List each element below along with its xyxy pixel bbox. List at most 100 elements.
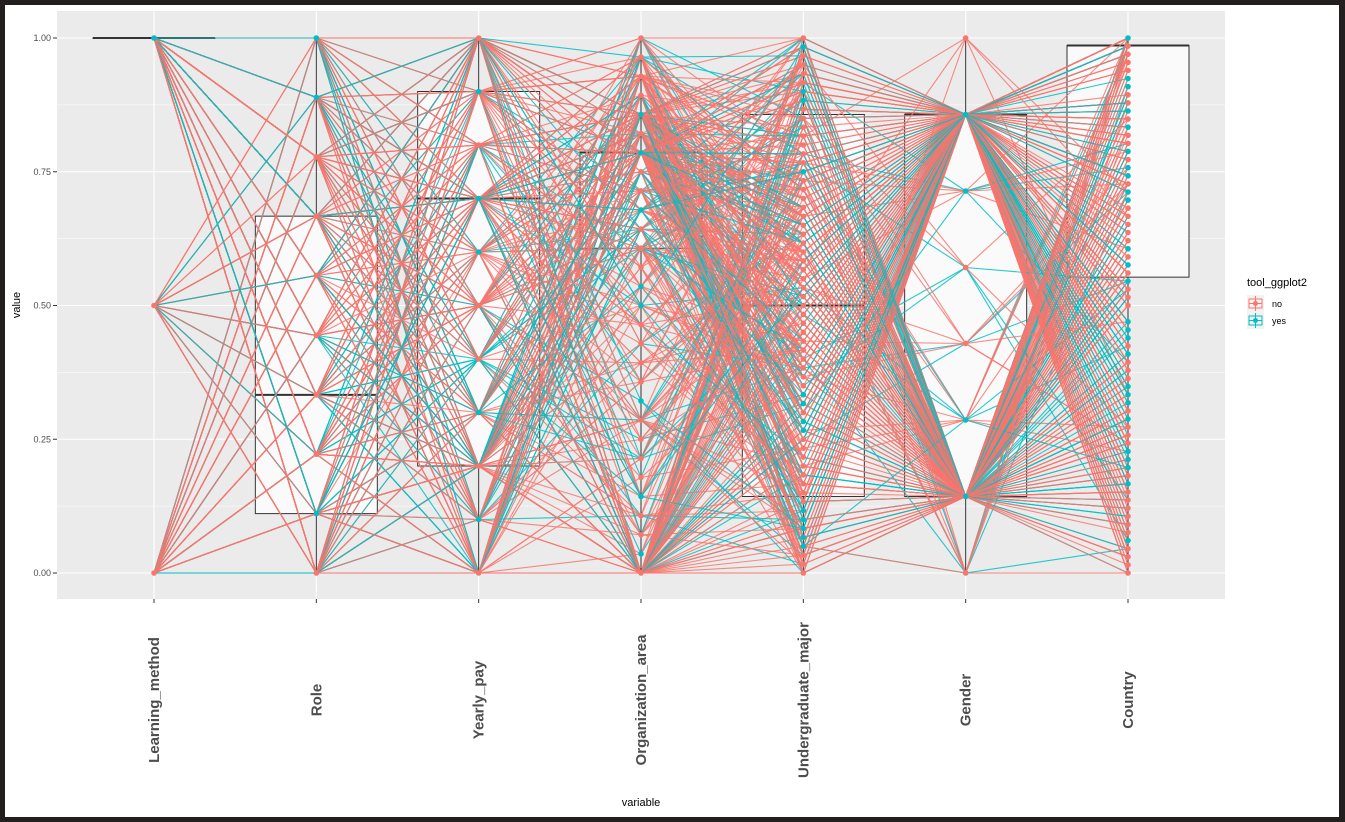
- data-point-no: [638, 168, 644, 175]
- x-tick-label: Undergraduate_major: [795, 622, 812, 778]
- data-point-yes: [1125, 197, 1131, 203]
- data-point-no: [151, 570, 157, 576]
- data-point-no: [800, 151, 807, 157]
- data-point-yes: [1125, 416, 1131, 422]
- data-point-yes: [1125, 327, 1131, 333]
- data-point-no: [638, 340, 644, 347]
- data-point-no: [800, 204, 807, 211]
- y-axis: 0.00 0.25 0.50 0.75 1.00: [33, 33, 57, 578]
- data-point-yes: [800, 44, 807, 50]
- data-point-no: [313, 570, 320, 576]
- data-point-no: [1125, 545, 1131, 552]
- data-point-yes: [1125, 189, 1131, 195]
- data-point-no: [1125, 513, 1131, 520]
- data-point-no: [638, 512, 644, 519]
- data-point-yes: [800, 168, 807, 175]
- y-tick-label: 0.25: [33, 434, 51, 444]
- data-point-no: [800, 142, 807, 148]
- data-point-no: [962, 340, 969, 347]
- data-point-no: [475, 142, 482, 148]
- data-point-yes: [638, 207, 644, 213]
- data-point-no: [800, 302, 807, 309]
- data-point-no: [313, 332, 320, 339]
- data-point-no: [800, 222, 807, 229]
- data-point-no: [800, 240, 807, 246]
- data-point-no: [800, 481, 807, 487]
- data-point-no: [1125, 67, 1131, 74]
- data-point-no: [638, 226, 644, 232]
- data-point-yes: [1125, 383, 1131, 390]
- data-point-no: [1125, 440, 1131, 447]
- data-point-no: [638, 532, 644, 538]
- x-axis-title: variable: [622, 797, 661, 809]
- data-point-no: [1125, 553, 1131, 560]
- data-point-no: [800, 133, 807, 139]
- data-point-no: [475, 570, 482, 576]
- data-point-yes: [800, 525, 807, 532]
- data-point-no: [1125, 156, 1131, 163]
- legend: tool_ggplot2 no yes: [1247, 277, 1307, 329]
- data-point-no: [800, 329, 807, 336]
- data-point-no: [800, 195, 807, 202]
- data-point-no: [638, 130, 644, 137]
- data-point-yes: [1125, 262, 1131, 268]
- x-tick-label: Yearly_pay: [471, 660, 488, 739]
- data-point-yes: [962, 188, 969, 194]
- legend-label: yes: [1272, 316, 1287, 326]
- data-point-no: [800, 275, 807, 282]
- data-point-no: [1125, 489, 1131, 495]
- data-point-yes: [638, 493, 644, 500]
- data-point-yes: [800, 427, 807, 434]
- data-point-yes: [475, 409, 482, 416]
- data-point-yes: [1125, 75, 1131, 82]
- data-point-no: [800, 61, 807, 68]
- data-point-no: [1125, 432, 1131, 438]
- data-point-no: [638, 245, 644, 252]
- data-point-yes: [800, 516, 807, 523]
- data-point-no: [1125, 472, 1131, 479]
- data-point-no: [475, 356, 482, 362]
- data-point-no: [800, 293, 807, 300]
- data-point-yes: [1125, 278, 1131, 284]
- boxplot-Role: [254, 38, 378, 573]
- data-point-no: [1125, 181, 1131, 187]
- data-point-yes: [1125, 83, 1131, 90]
- data-point-yes: [1125, 391, 1131, 398]
- data-point-no: [151, 302, 157, 309]
- data-point-yes: [151, 35, 157, 41]
- data-point-yes: [1125, 351, 1131, 357]
- data-point-yes: [475, 88, 482, 95]
- data-point-no: [1125, 237, 1131, 244]
- data-point-yes: [475, 195, 482, 202]
- data-point-yes: [962, 417, 969, 423]
- data-point-no: [313, 451, 320, 458]
- data-point-no: [800, 570, 807, 576]
- data-point-no: [638, 321, 644, 328]
- data-point-no: [638, 474, 644, 481]
- data-point-yes: [1125, 173, 1131, 179]
- y-tick-label: 0.75: [33, 167, 51, 177]
- data-point-no: [800, 463, 807, 469]
- x-tick-label: Gender: [958, 674, 975, 727]
- legend-key-point-icon: [1253, 318, 1258, 323]
- data-point-no: [800, 347, 807, 353]
- data-point-no: [800, 35, 807, 41]
- data-point-no: [638, 359, 644, 366]
- data-point-no: [1125, 91, 1131, 98]
- data-point-no: [1125, 286, 1131, 293]
- data-point-no: [638, 54, 644, 60]
- data-point-no: [1125, 359, 1131, 366]
- data-point-no: [638, 188, 644, 194]
- data-point-no: [800, 70, 807, 77]
- data-point-no: [800, 356, 807, 362]
- data-point-no: [1125, 562, 1131, 568]
- data-point-yes: [638, 283, 644, 290]
- y-axis-title: value: [11, 292, 23, 318]
- data-point-no: [1125, 497, 1131, 503]
- x-tick-label: Learning_method: [146, 637, 163, 763]
- data-point-yes: [1125, 448, 1131, 455]
- data-point-no: [800, 106, 807, 113]
- data-point-yes: [1125, 245, 1131, 252]
- data-point-no: [1125, 408, 1131, 414]
- data-point-no: [1125, 205, 1131, 212]
